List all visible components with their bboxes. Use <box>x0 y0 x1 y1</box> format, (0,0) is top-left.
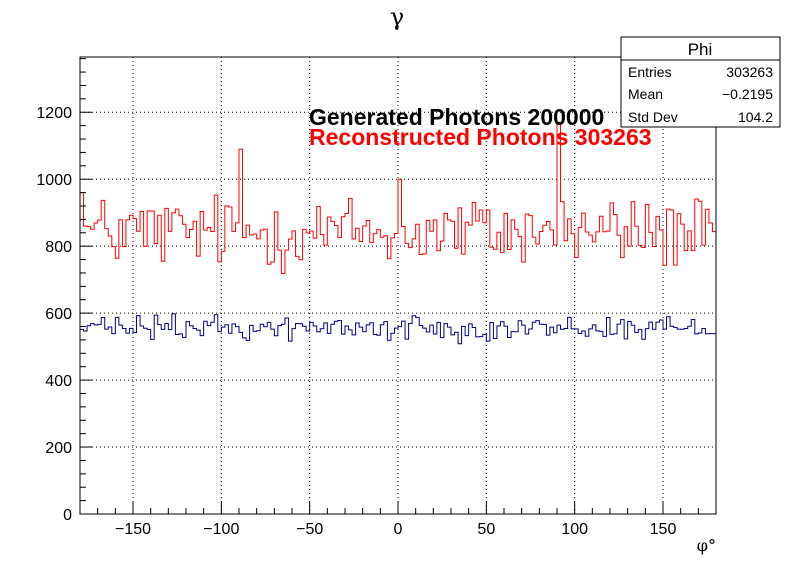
x-tick-label: 50 <box>477 521 495 538</box>
y-tick-label: 1000 <box>36 172 72 189</box>
y-tick-label: 600 <box>45 306 72 323</box>
stats-box: Phi Entries 303263 Mean −0.2195 Std Dev … <box>620 36 781 128</box>
x-tick-label: 0 <box>394 521 403 538</box>
y-tick-label: 400 <box>45 373 72 390</box>
stats-entries-label: Entries <box>628 64 672 80</box>
stats-stddev-value: 104.2 <box>738 109 773 125</box>
x-tick-label: −100 <box>203 521 239 538</box>
stats-mean-value: −0.2195 <box>722 86 773 102</box>
stats-title: Phi <box>688 40 713 59</box>
series-layer <box>80 121 716 345</box>
y-tick-label: 200 <box>45 440 72 457</box>
x-tick-label: 100 <box>561 521 588 538</box>
legend-generated: Generated Photons 200000 <box>309 104 604 130</box>
x-tick-label: −50 <box>296 521 323 538</box>
chart-title: γ <box>390 3 404 31</box>
x-axis-label: φ° <box>697 536 716 555</box>
series-reconstructed-line <box>80 121 716 275</box>
grid <box>80 57 716 514</box>
series-generated-line <box>80 313 716 345</box>
y-tick-label: 800 <box>45 239 72 256</box>
stats-mean-label: Mean <box>628 86 663 102</box>
stats-entries-value: 303263 <box>726 64 773 80</box>
x-tick-label: 150 <box>650 521 677 538</box>
stats-stddev-label: Std Dev <box>628 109 678 125</box>
x-tick-label: −150 <box>115 521 151 538</box>
y-tick-label: 0 <box>63 507 72 524</box>
axes: −150 −100 −50 0 50 100 150 0 200 400 600 800 1000 120… <box>36 58 717 538</box>
y-tick-label: 1200 <box>36 105 72 122</box>
legend-reconstructed: Reconstructed Photons 303263 <box>309 124 652 150</box>
